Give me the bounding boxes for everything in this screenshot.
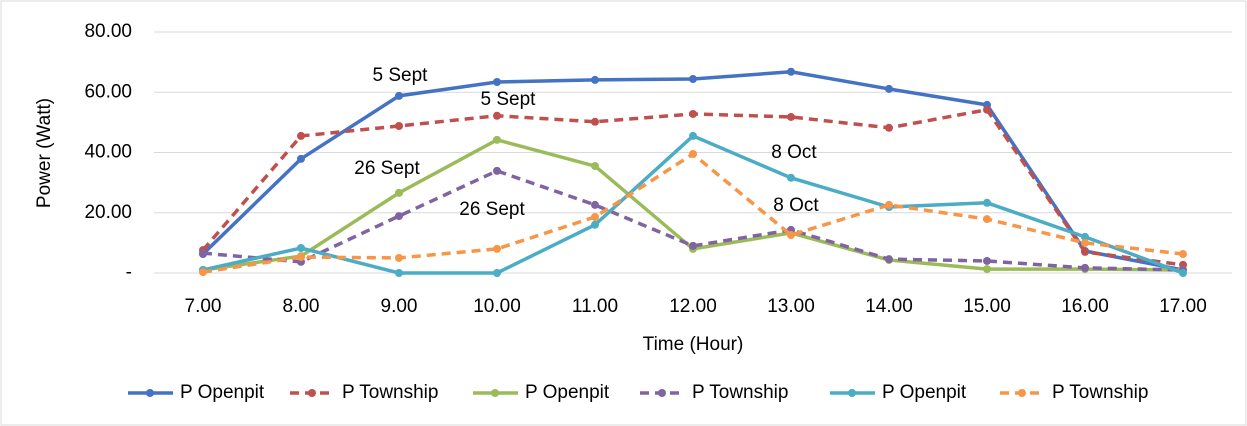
legend-label: P Township <box>1052 382 1148 403</box>
data-point <box>983 265 991 274</box>
data-point <box>885 255 893 264</box>
data-point <box>297 131 305 140</box>
x-tick-label: 7.00 <box>185 296 222 317</box>
data-point <box>689 150 697 159</box>
x-tick-label: 10.00 <box>473 296 521 317</box>
legend-marker <box>1018 389 1026 397</box>
data-point <box>1081 232 1089 241</box>
annotation: 5 Sept <box>373 65 429 86</box>
data-point <box>297 243 305 252</box>
legend-label: P Openpit <box>525 382 610 403</box>
data-point <box>1179 250 1187 259</box>
x-tick-label: 16.00 <box>1061 296 1109 317</box>
data-point <box>983 105 991 114</box>
x-axis-title: Time (Hour) <box>643 334 744 355</box>
data-point <box>395 269 403 277</box>
legend-marker <box>146 389 154 397</box>
data-point <box>199 249 207 258</box>
data-point <box>493 135 501 144</box>
data-point <box>689 241 697 250</box>
data-point <box>983 215 991 224</box>
x-tick-label: 9.00 <box>381 296 418 317</box>
legend-marker <box>308 389 316 397</box>
x-tick-label: 15.00 <box>963 296 1011 317</box>
annotation: 8 Oct <box>771 142 817 163</box>
data-point <box>493 166 501 175</box>
x-tick-label: 17.00 <box>1159 296 1207 317</box>
data-point <box>297 154 305 163</box>
legend-label: P Township <box>342 382 438 403</box>
legend-marker <box>658 389 666 397</box>
data-point <box>1179 269 1187 277</box>
annotation: 26 Sept <box>354 158 420 179</box>
data-point <box>787 173 795 182</box>
x-tick-label: 13.00 <box>767 296 815 317</box>
data-point <box>591 212 599 221</box>
data-point <box>689 131 697 140</box>
data-point <box>885 84 893 93</box>
y-tick-label: 20.00 <box>84 202 132 223</box>
data-point <box>395 188 403 197</box>
data-point <box>1081 238 1089 247</box>
x-tick-label: 14.00 <box>865 296 913 317</box>
data-point <box>493 78 501 87</box>
data-point <box>395 212 403 221</box>
annotation: 8 Oct <box>773 195 819 216</box>
annotation: 5 Sept <box>481 89 537 110</box>
data-point <box>591 220 599 229</box>
legend-marker <box>491 389 499 397</box>
legend-marker <box>848 389 856 397</box>
data-point <box>591 117 599 126</box>
legend-label: P Openpit <box>882 382 967 403</box>
data-point <box>983 198 991 207</box>
data-point <box>1081 247 1089 256</box>
legend-label: P Township <box>692 382 788 403</box>
data-point <box>787 67 795 76</box>
data-point <box>1081 263 1089 272</box>
data-point <box>885 123 893 132</box>
data-point <box>787 231 795 240</box>
annotation: 26 Sept <box>459 199 525 220</box>
y-axis-title: Power (Watt) <box>34 98 55 208</box>
x-tick-label: 8.00 <box>283 296 320 317</box>
data-point <box>493 111 501 120</box>
data-point <box>395 253 403 262</box>
y-tick-label: 60.00 <box>84 81 132 102</box>
data-point <box>395 91 403 100</box>
data-point <box>493 244 501 253</box>
data-point <box>199 268 207 277</box>
y-tick-label: - <box>126 262 132 283</box>
series-line <box>202 168 1184 272</box>
data-point <box>493 269 501 277</box>
y-tick-label: 40.00 <box>84 142 132 163</box>
data-point <box>297 253 305 262</box>
legend-label: P Openpit <box>180 382 265 403</box>
data-point <box>885 200 893 209</box>
x-tick-label: 11.00 <box>572 296 618 317</box>
data-point <box>395 121 403 130</box>
x-tick-label: 12.00 <box>669 296 717 317</box>
data-point <box>983 256 991 265</box>
y-tick-label: 80.00 <box>84 21 132 42</box>
data-point <box>787 112 795 121</box>
data-point <box>591 75 599 84</box>
data-point <box>591 162 599 171</box>
data-point <box>689 109 697 118</box>
data-point <box>689 74 697 83</box>
data-point <box>591 200 599 209</box>
